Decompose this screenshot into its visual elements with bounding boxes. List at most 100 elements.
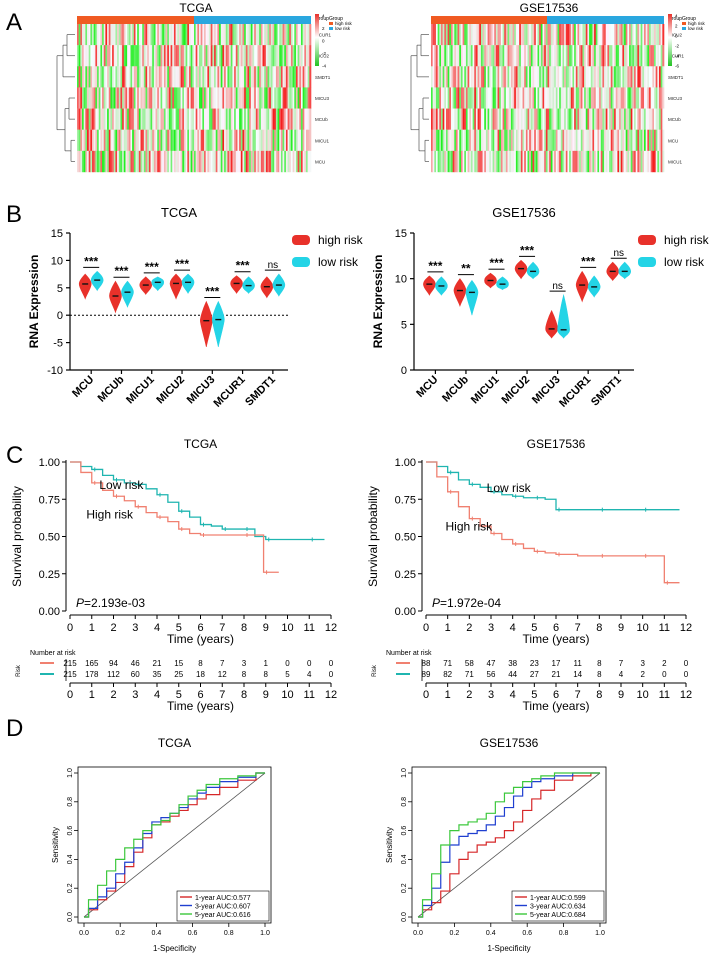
heatmap-cell [272, 45, 275, 67]
heatmap-cell [575, 24, 578, 46]
heatmap-cell [457, 108, 460, 130]
heatmap-cell [524, 108, 527, 130]
diagonal-reference [83, 772, 266, 918]
heatmap-cell [214, 87, 217, 109]
heatmap-cell [650, 108, 653, 130]
heatmap-cell [617, 45, 620, 67]
heatmap-cell [584, 24, 587, 46]
heatmap-cell [642, 150, 645, 173]
heatmap-cell [297, 87, 300, 109]
heatmap-cell [100, 129, 103, 152]
heatmap-cell [557, 24, 560, 46]
heatmap-cell [519, 45, 522, 67]
y-tick-label: 0.25 [395, 569, 416, 581]
risk-x-tick-label: 6 [553, 689, 559, 701]
heatmap-cell [627, 45, 630, 67]
heatmap-cell [612, 108, 615, 130]
heatmap-cell [305, 150, 308, 173]
heatmap-cell [602, 150, 605, 173]
heatmap-cell [152, 150, 155, 173]
heatmap-cell [585, 87, 588, 109]
risk-table-cell: 23 [530, 659, 539, 668]
heatmap-cell [560, 87, 563, 109]
heatmap-cell [649, 87, 651, 109]
heatmap-cell [482, 150, 485, 173]
heatmap-cell [197, 24, 200, 46]
heatmap-cell [192, 45, 195, 67]
heatmap-cell [475, 45, 478, 67]
heatmap-cell [162, 129, 165, 152]
heatmap-cell [239, 129, 242, 152]
x-tick-label: 0.4 [152, 930, 162, 937]
heatmap-cell [135, 108, 138, 130]
heatmap-cell [589, 108, 592, 130]
chart-title: GSE17536 [480, 736, 539, 750]
heatmap-cell [515, 24, 518, 46]
heatmap-cell [110, 87, 113, 109]
heatmap-cell [122, 66, 125, 88]
heatmap-cell [237, 87, 240, 109]
heatmap-cell [255, 45, 258, 67]
heatmap-cell [644, 45, 646, 67]
heatmap-cell [477, 45, 480, 67]
heatmap-cell [120, 129, 123, 152]
heatmap-cell [555, 45, 558, 67]
heatmap-cell [264, 150, 267, 173]
risk-x-axis-label: Time (years) [167, 699, 234, 713]
heatmap-cell [475, 24, 478, 46]
heatmap-cell [431, 24, 433, 46]
heatmap-cell [264, 66, 267, 88]
heatmap-cell [178, 108, 181, 130]
roc-curve [84, 772, 265, 918]
heatmap-cell [170, 87, 173, 109]
risk-table-row-label: Risk [372, 664, 378, 677]
heatmap-cell [147, 150, 150, 173]
heatmap-cell [480, 66, 483, 88]
heatmap-cell [627, 87, 630, 109]
heatmap-cell [459, 108, 462, 130]
heatmap-cell [78, 108, 81, 130]
heatmap-cell [609, 45, 612, 67]
heatmap-cell [460, 150, 463, 173]
gene-label: MICU1 [668, 159, 682, 164]
heatmap-cell [209, 87, 212, 109]
heatmap-cell [552, 66, 555, 88]
heatmap-cell [582, 45, 585, 67]
heatmap-cell [155, 24, 158, 46]
heatmap-cell [200, 129, 203, 152]
heatmap-cell [497, 108, 500, 130]
heatmap-cell [125, 24, 128, 46]
heatmap-cell [264, 24, 267, 46]
heatmap-cell [305, 24, 308, 46]
heatmap-cell [522, 150, 525, 173]
heatmap-cell [247, 87, 250, 109]
violin-mark [453, 278, 467, 308]
heatmap-cell [592, 45, 595, 67]
heatmap-cell [255, 87, 258, 109]
heatmap-cell [605, 45, 608, 67]
heatmap-cell [230, 87, 233, 109]
heatmap-cell [567, 108, 570, 130]
heatmap-cell [630, 150, 633, 173]
heatmap-cell [219, 129, 222, 152]
heatmap-cell [257, 108, 260, 130]
heatmap-cell [555, 150, 558, 173]
heatmap-cell [214, 66, 217, 88]
heatmap-cell [235, 66, 238, 88]
heatmap-cell [232, 87, 235, 109]
heatmap-cell [113, 129, 116, 152]
risk-table-title: Number at risk [386, 650, 432, 657]
heatmap-cell [480, 129, 483, 152]
heatmap-cell [522, 66, 525, 88]
heatmap-cell [639, 129, 641, 152]
y-tick-label: 0.00 [395, 606, 416, 618]
heatmap-cell [560, 150, 563, 173]
heatmap-cell [500, 129, 503, 152]
heatmap-cell [625, 87, 628, 109]
heatmap-cell [472, 24, 475, 46]
heatmap-cell [279, 108, 282, 130]
heatmap-cell [279, 87, 282, 109]
heatmap-cell [160, 45, 163, 67]
heatmap-cell [662, 45, 665, 67]
violin-mark [618, 261, 632, 280]
